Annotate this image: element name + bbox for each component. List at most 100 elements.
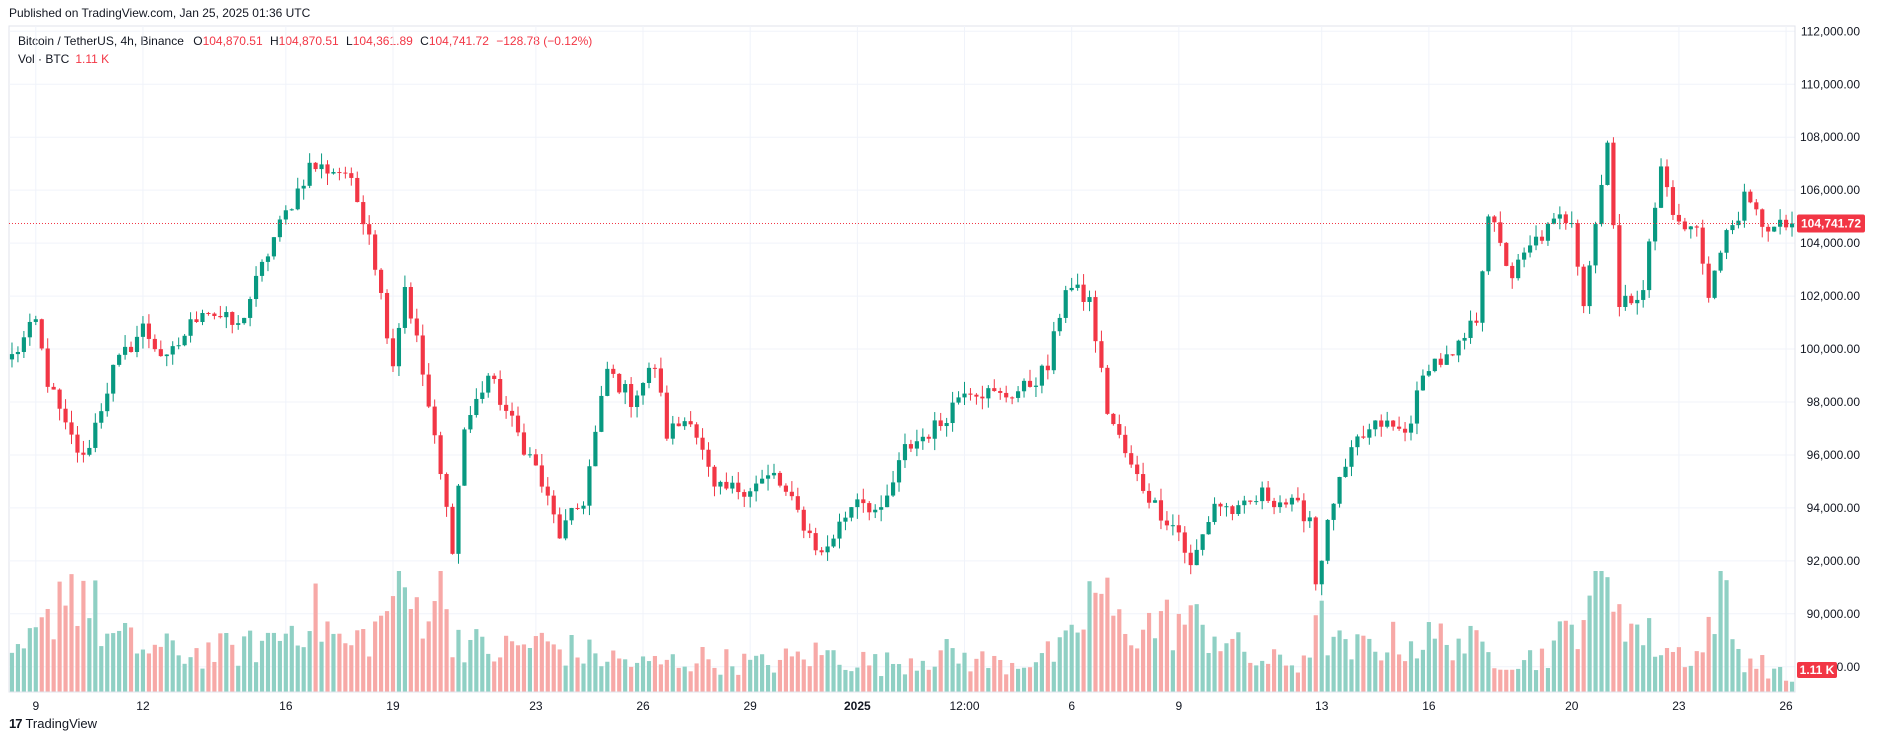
volume-bar: [1069, 624, 1074, 692]
volume-bar: [349, 645, 354, 692]
volume-label: Vol · BTC: [18, 52, 70, 66]
candle-body: [1676, 214, 1681, 222]
candle-body: [200, 312, 205, 322]
price-tick-label: 98,000.00: [1807, 395, 1861, 409]
volume-bar: [1379, 660, 1384, 692]
candle-body: [331, 172, 336, 174]
candle-body: [664, 392, 669, 439]
candle-body: [456, 485, 461, 554]
volume-bar: [819, 655, 824, 692]
volume-bar: [456, 629, 461, 692]
volume-bar: [1319, 600, 1324, 692]
candle-body: [367, 224, 372, 235]
volume-bar: [1641, 645, 1646, 692]
candle-body: [1016, 391, 1021, 398]
candle-body: [1367, 429, 1372, 438]
volume-bar: [1504, 669, 1509, 692]
candle-body: [557, 514, 562, 539]
volume-bar: [1635, 624, 1640, 692]
candle-body: [1301, 500, 1306, 522]
candle-body: [1533, 236, 1539, 246]
candle-body: [879, 507, 884, 510]
candle-body: [634, 395, 640, 407]
volume-bars: [9, 571, 1795, 692]
candle-body: [807, 530, 812, 534]
candle-body: [885, 495, 890, 508]
candle-body: [890, 482, 896, 496]
volume-bar: [1474, 630, 1479, 692]
volume-bar: [718, 674, 723, 692]
candle-body: [932, 420, 937, 439]
candle-body: [1021, 380, 1027, 392]
volume-bar: [908, 658, 914, 692]
candle-body: [1141, 474, 1146, 491]
volume-bar: [1087, 581, 1092, 692]
candle-body: [724, 481, 729, 489]
candle-body: [164, 354, 169, 357]
candle-body: [1498, 222, 1503, 243]
candle-body: [1313, 517, 1318, 585]
volume-bar: [1593, 571, 1598, 692]
volume-bar: [533, 636, 538, 692]
candle-body: [504, 404, 509, 411]
candle-body: [1385, 420, 1390, 427]
price-tick-label: 106,000.00: [1800, 183, 1860, 197]
volume-bar: [1236, 632, 1241, 692]
volume-bar: [1146, 612, 1152, 692]
volume-bar: [611, 650, 616, 692]
candle-body: [1379, 420, 1384, 427]
candle-body: [146, 323, 151, 339]
volume-bar: [1164, 599, 1170, 692]
candle-body: [1182, 532, 1187, 553]
candle-body: [1176, 525, 1181, 533]
candle-body: [158, 349, 163, 357]
volume-bar: [742, 653, 747, 692]
volume-bar: [408, 608, 413, 692]
volume-bar: [623, 659, 628, 692]
symbol-name: Bitcoin / TetherUS, 4h, Binance: [18, 34, 184, 48]
volume-bar: [807, 666, 812, 692]
candle-body: [1117, 424, 1122, 435]
candle-body: [432, 406, 437, 436]
time-tick-label: 9: [32, 699, 39, 712]
volume-bar: [1551, 640, 1556, 692]
candle-body: [396, 327, 402, 367]
volume-legend: Vol · BTC 1.11 K: [18, 52, 109, 66]
candle-body: [1093, 297, 1098, 342]
candle-body: [640, 382, 646, 396]
volume-bar: [724, 649, 729, 692]
candle-body: [1706, 263, 1711, 298]
price-chart[interactable]: 112,000.00 110,000.00 108,000.00 106,000.00…: [0, 0, 1883, 712]
volume-bar: [837, 664, 842, 692]
candle-body: [742, 492, 747, 497]
volume-bar: [93, 580, 98, 692]
volume-bar: [1414, 658, 1420, 692]
candle-body: [236, 323, 241, 325]
candle-body: [908, 444, 914, 449]
volume-bar: [539, 632, 544, 692]
volume-bar: [123, 622, 128, 692]
volume-bar: [1218, 651, 1223, 692]
volume-bar: [1527, 650, 1533, 692]
volume-bar: [664, 659, 669, 692]
candle-body: [682, 421, 687, 427]
candle-body: [1295, 497, 1300, 501]
candle-body: [1129, 453, 1134, 465]
volume-bar: [33, 627, 38, 692]
volume-bar: [1754, 668, 1759, 692]
candle-body: [253, 275, 259, 300]
candle-body: [134, 336, 140, 352]
volume-bar: [920, 660, 925, 692]
volume-bar: [462, 662, 467, 692]
volume-bar: [1760, 655, 1765, 692]
candle-body: [355, 177, 360, 203]
candle-body: [259, 261, 265, 276]
volume-bar: [289, 625, 294, 692]
price-axis[interactable]: 112,000.00 110,000.00 108,000.00 106,000.00…: [1794, 24, 1865, 692]
volume-bar: [1438, 623, 1443, 692]
candle-body: [1474, 320, 1479, 323]
candle-body: [1641, 290, 1646, 300]
time-axis[interactable]: 9 12 16 19 23 26 29 2025 12:00 6 9 13 16 20 23 26: [9, 691, 1874, 712]
candle-body: [1670, 187, 1676, 215]
volume-bar: [188, 657, 193, 692]
